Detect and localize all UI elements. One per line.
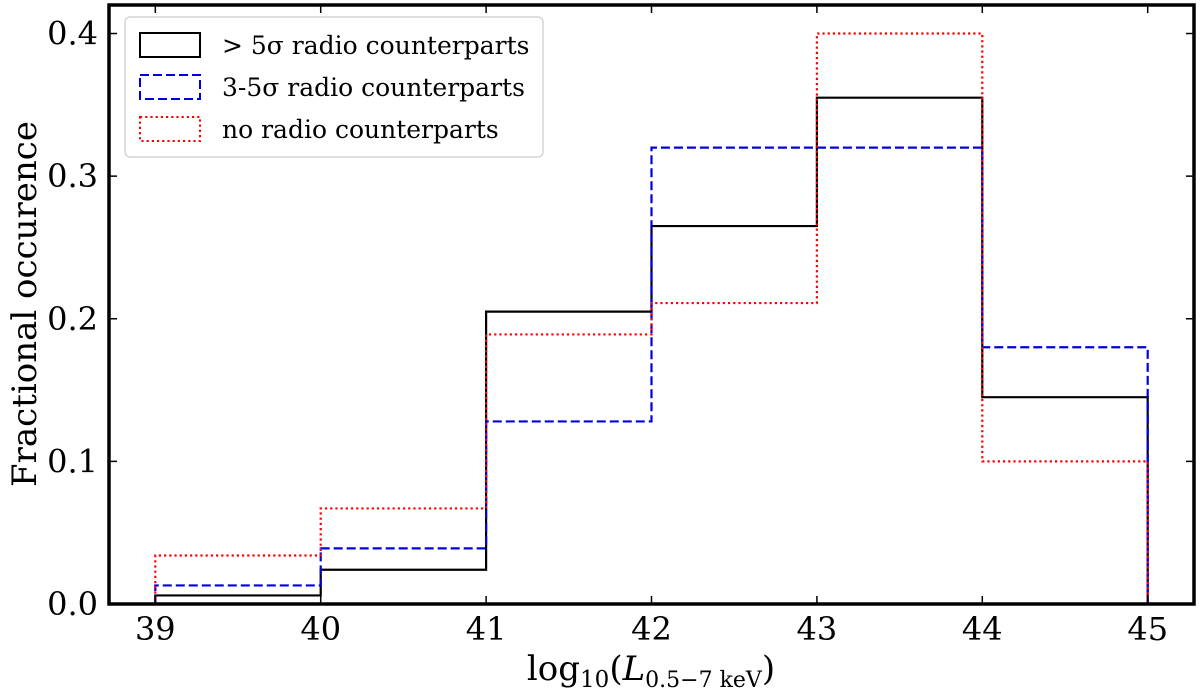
x-tick-label: 44	[962, 610, 1003, 648]
y-tick-label: 0.3	[47, 157, 98, 195]
x-axis-label-variable: L	[622, 649, 646, 689]
legend-swatch-no-radio-counterparts	[139, 116, 201, 142]
x-tick-label: 45	[1127, 610, 1168, 648]
legend-label-no-radio-counterparts: no radio counterparts	[222, 115, 499, 144]
series-layer	[154, 32, 1149, 604]
x-axis-label: log10(L0.5−7 keV)	[527, 649, 775, 693]
x-tick-label: 43	[797, 610, 838, 648]
y-tick-label: 0.4	[47, 15, 98, 53]
y-tick-label: 0.2	[47, 300, 98, 338]
legend-items: > 5σ radio counterparts 3-5σ radio counte…	[139, 31, 529, 144]
x-tick-label: 42	[631, 610, 672, 648]
legend-label-5-radio-counterparts: > 5σ radio counterparts	[222, 31, 529, 60]
x-axis-label-log-sub: 10	[580, 667, 609, 693]
y-tick-label: 0.0	[47, 585, 98, 623]
x-axis-label-log: log	[527, 649, 580, 689]
x-axis-label-variable-sub: 0.5−7 keV	[645, 668, 763, 693]
series-step-3-5-radio-counterparts	[154, 146, 1149, 604]
x-tick-label: 41	[466, 610, 507, 648]
series-step-no-radio-counterparts	[154, 32, 1149, 604]
legend: > 5σ radio counterparts 3-5σ radio counte…	[124, 16, 544, 158]
x-axis-label-close-paren: )	[762, 649, 775, 689]
x-axis-label-open-paren: (	[609, 649, 622, 689]
ticks-layer: 39 40 41 42 43 44 45 0.0 0.1 0.2 0.3 0.4	[47, 5, 1194, 648]
x-tick-label: 39	[135, 610, 176, 648]
legend-swatch-3-5-radio-counterparts	[139, 74, 201, 100]
y-tick-label: 0.1	[47, 442, 98, 480]
x-tick-label: 40	[300, 610, 341, 648]
y-axis-label: Fractional occurence	[5, 121, 45, 487]
legend-label-3-5-radio-counterparts: 3-5σ radio counterparts	[222, 73, 525, 102]
legend-box	[124, 16, 544, 158]
legend-swatch-5-radio-counterparts	[139, 32, 201, 58]
